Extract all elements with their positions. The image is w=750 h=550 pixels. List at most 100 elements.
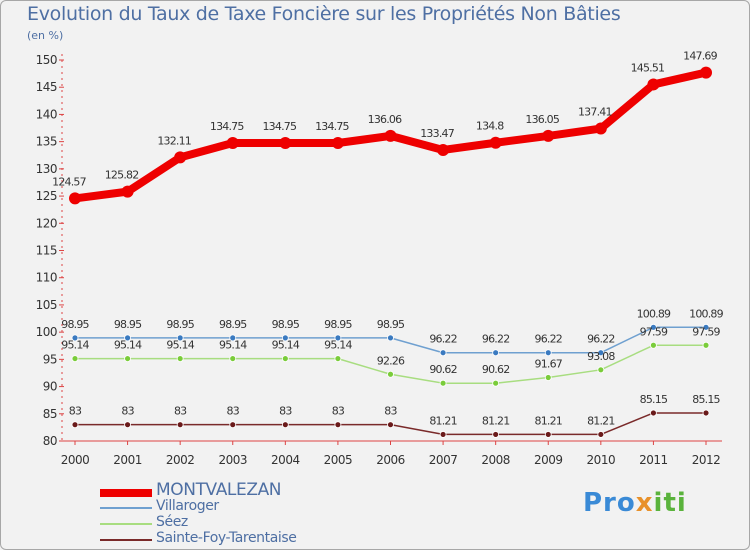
data-point-villaroger: [492, 349, 500, 357]
data-point-villaroger: [334, 334, 342, 342]
data-label-seez: 91.67: [535, 357, 563, 370]
data-point-seez: [176, 355, 184, 362]
data-point-montvalezan: [437, 143, 450, 156]
data-point-montvalezan: [226, 137, 239, 150]
data-point-seez: [492, 379, 500, 387]
unit-label: (en %): [27, 29, 64, 42]
data-label-villaroger: 98.95: [114, 318, 142, 331]
x-tick-label: 2000: [61, 453, 90, 467]
x-tick-label: 2001: [113, 453, 142, 467]
data-point-villaroger: [597, 349, 605, 357]
data-point-villaroger: [71, 334, 79, 342]
data-label-seez: 97.59: [692, 325, 720, 338]
data-label-sainte-foy-tarentaise: 83: [384, 405, 397, 418]
chart-title: Evolution du Taux de Taxe Foncière sur l…: [27, 3, 621, 25]
data-label-villaroger: 98.95: [61, 318, 89, 331]
data-label-sainte-foy-tarentaise: 83: [121, 405, 134, 418]
legend-swatch: [100, 507, 152, 509]
data-label-montvalezan: 124.57: [52, 175, 86, 188]
x-tick-label: 2012: [692, 453, 721, 467]
data-point-montvalezan: [384, 129, 397, 142]
data-point-montvalezan: [69, 192, 81, 205]
data-label-seez: 95.14: [114, 339, 142, 352]
x-tick-label: 2003: [218, 453, 247, 467]
data-label-sainte-foy-tarentaise: 81.21: [535, 414, 563, 427]
data-point-villaroger: [702, 323, 710, 331]
data-point-seez: [229, 355, 237, 362]
y-tick-label: 110: [36, 271, 57, 285]
y-tick-label: 135: [36, 135, 57, 149]
data-label-sainte-foy-tarentaise: 83: [332, 405, 345, 418]
data-point-seez: [439, 379, 447, 387]
data-label-seez: 95.14: [61, 339, 89, 352]
y-tick-label: 105: [36, 298, 57, 312]
x-tick-label: 2005: [324, 453, 353, 467]
data-label-seez: 95.14: [166, 339, 194, 352]
data-point-sainte-foy-tarentaise: [650, 409, 657, 417]
y-tick-label: 100: [36, 325, 57, 339]
data-label-sainte-foy-tarentaise: 81.21: [429, 414, 457, 427]
proxiti-logo: Proxiti: [583, 488, 687, 518]
y-tick-label: 125: [36, 189, 57, 203]
legend-swatch: [100, 539, 152, 541]
data-point-sainte-foy-tarentaise: [281, 421, 289, 429]
data-point-seez: [650, 341, 657, 349]
data-point-montvalezan: [174, 151, 187, 164]
data-label-sainte-foy-tarentaise: 83: [227, 405, 240, 418]
data-labels: 83 83 83 83 83 83 83 81.21 81.21 81.21 81.21 85.15 8…: [52, 50, 724, 428]
data-label-villaroger: 100.89: [637, 307, 671, 320]
data-point-seez: [124, 355, 131, 362]
y-tick-label: 120: [36, 216, 57, 230]
data-point-montvalezan: [331, 137, 344, 150]
data-label-villaroger: 100.89: [689, 307, 723, 320]
data-point-seez: [544, 374, 552, 381]
data-label-montvalezan: 133.47: [420, 127, 454, 140]
data-point-villaroger: [387, 334, 394, 342]
y-tick-label: 95: [43, 352, 57, 366]
data-label-montvalezan: 136.05: [525, 113, 559, 126]
x-tick-label: 2011: [639, 453, 668, 467]
y-tick-label: 90: [43, 380, 57, 394]
data-label-seez: 95.14: [219, 339, 247, 352]
data-label-villaroger: 96.22: [482, 333, 510, 346]
legend-swatch: [100, 489, 152, 497]
data-label-villaroger: 98.95: [377, 318, 405, 331]
legend-label: MONTVALEZAN: [156, 480, 282, 500]
data-label-villaroger: 98.95: [219, 318, 247, 331]
y-tick-label: 150: [36, 53, 57, 67]
x-tick-label: 2008: [481, 453, 510, 467]
data-label-villaroger: 96.22: [587, 333, 615, 346]
data-label-villaroger: 96.22: [535, 333, 563, 346]
data-label-sainte-foy-tarentaise: 83: [174, 405, 187, 418]
data-point-villaroger: [544, 349, 552, 357]
data-point-sainte-foy-tarentaise: [71, 421, 79, 429]
data-label-villaroger: 98.95: [166, 318, 194, 331]
data-label-montvalezan: 134.75: [210, 120, 244, 133]
data-point-montvalezan: [121, 185, 134, 198]
x-tick-label: 2004: [271, 453, 300, 467]
data-label-villaroger: 98.95: [272, 318, 300, 331]
data-label-sainte-foy-tarentaise: 83: [279, 405, 292, 418]
data-point-montvalezan: [647, 78, 660, 91]
data-point-montvalezan: [489, 136, 502, 149]
data-point-sainte-foy-tarentaise: [597, 431, 605, 438]
data-label-seez: 90.62: [429, 363, 457, 376]
data-label-sainte-foy-tarentaise: 85.15: [640, 393, 668, 406]
data-point-seez: [597, 366, 605, 374]
data-point-villaroger: [281, 334, 289, 342]
data-point-sainte-foy-tarentaise: [492, 431, 500, 438]
y-tick-label: 145: [36, 80, 57, 94]
data-point-montvalezan: [594, 122, 607, 135]
y-tick-label: 130: [36, 162, 57, 176]
data-label-seez: 95.14: [272, 339, 300, 352]
data-label-villaroger: 96.22: [429, 333, 457, 346]
y-tick-label: 85: [43, 407, 57, 421]
data-label-montvalezan: 147.69: [683, 50, 717, 63]
data-label-montvalezan: 145.51: [631, 61, 665, 74]
data-point-seez: [281, 355, 289, 362]
data-point-sainte-foy-tarentaise: [544, 431, 552, 438]
data-label-sainte-foy-tarentaise: 81.21: [587, 414, 615, 427]
legend-swatch: [100, 523, 152, 525]
data-point-seez: [702, 341, 710, 349]
